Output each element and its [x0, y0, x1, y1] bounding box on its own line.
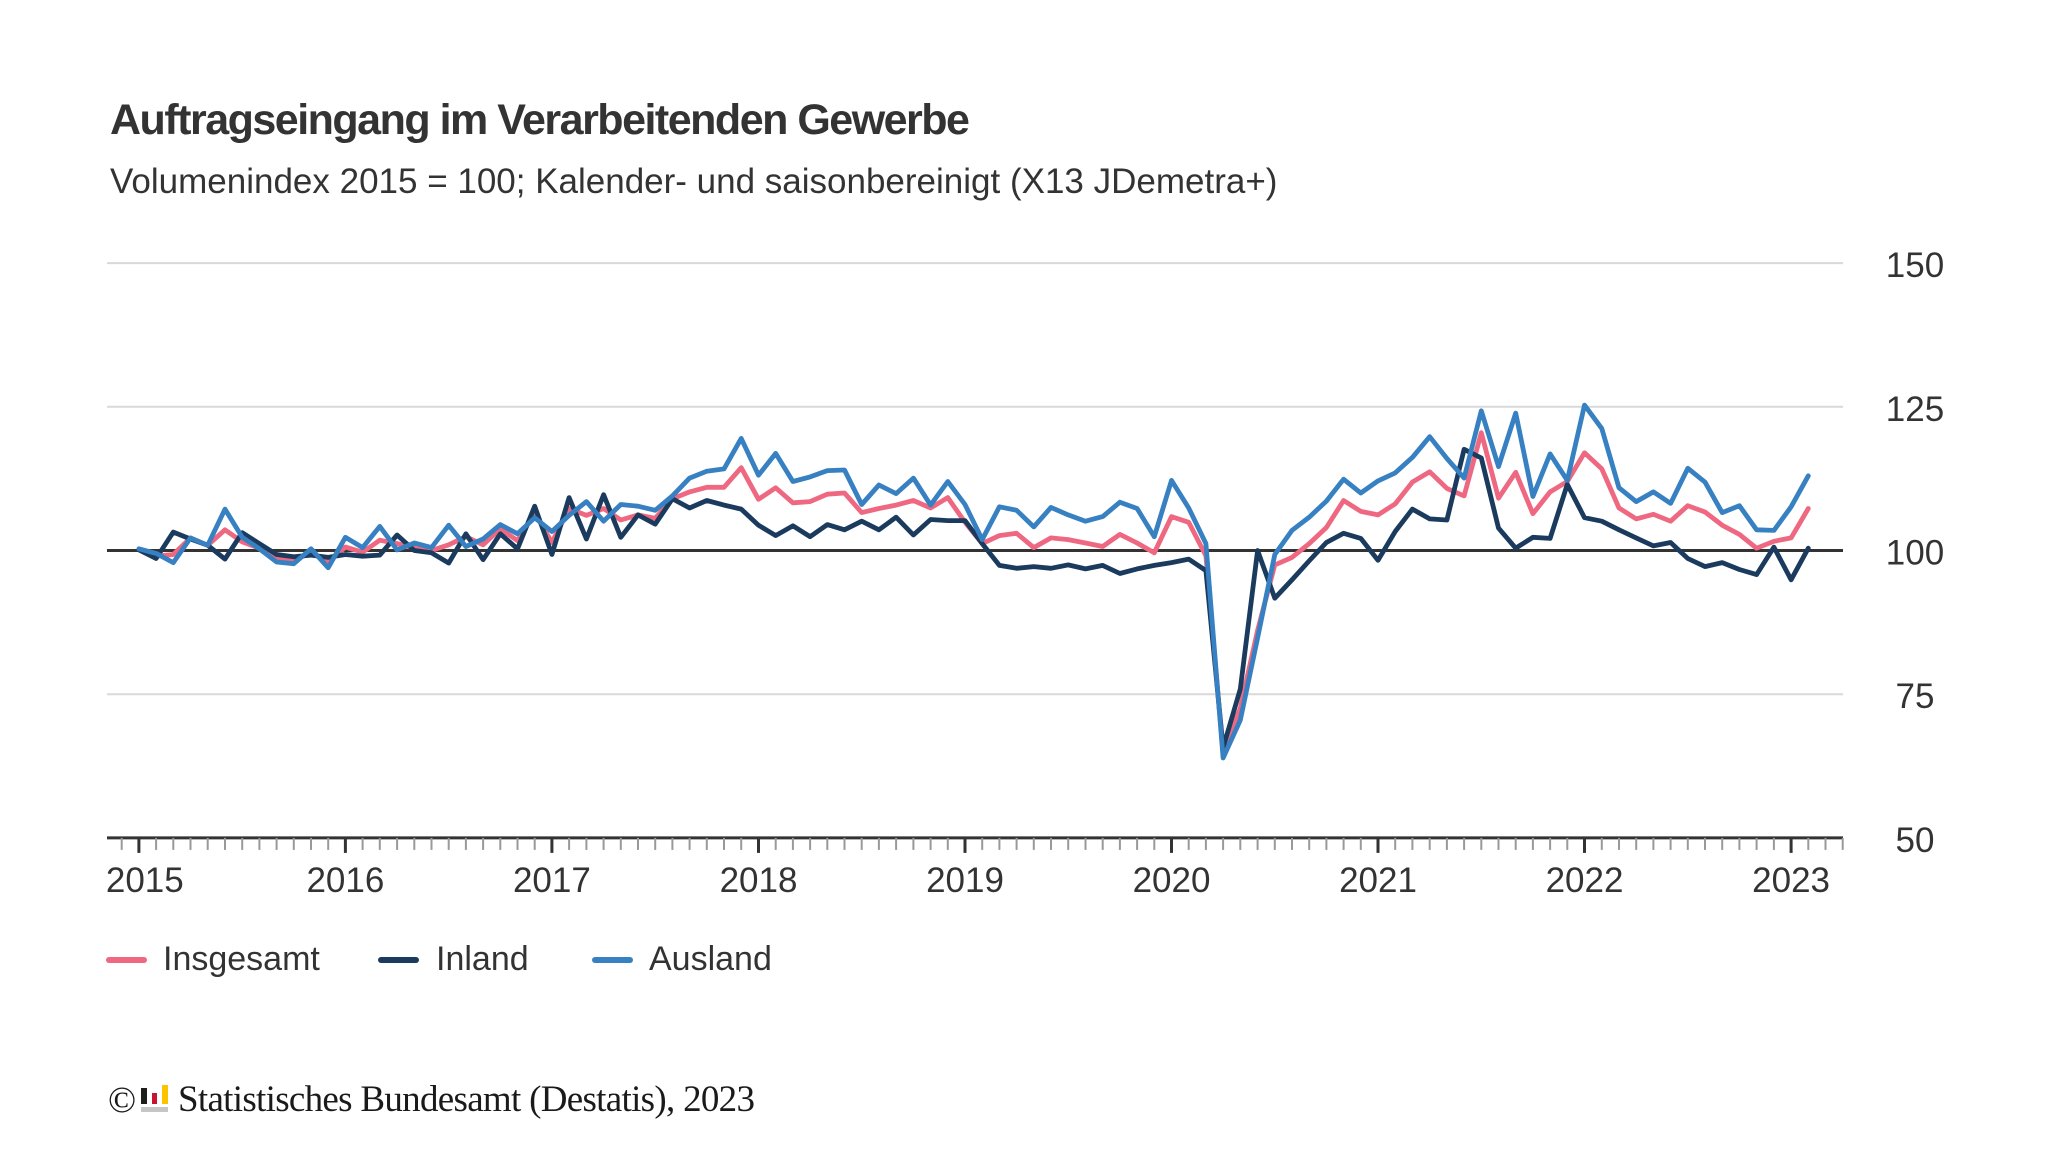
svg-text:2016: 2016 [306, 861, 384, 900]
svg-text:2022: 2022 [1546, 861, 1624, 900]
svg-text:2018: 2018 [720, 861, 798, 900]
svg-text:50: 50 [1896, 821, 1935, 860]
svg-text:2019: 2019 [926, 861, 1004, 900]
svg-text:100: 100 [1886, 534, 1944, 573]
svg-text:125: 125 [1886, 390, 1944, 429]
svg-text:2021: 2021 [1339, 861, 1417, 900]
svg-text:2023: 2023 [1752, 861, 1830, 900]
svg-text:75: 75 [1896, 677, 1935, 716]
svg-text:2015: 2015 [106, 861, 184, 900]
svg-text:2017: 2017 [513, 861, 591, 900]
svg-text:150: 150 [1886, 246, 1944, 285]
svg-text:2020: 2020 [1133, 861, 1211, 900]
